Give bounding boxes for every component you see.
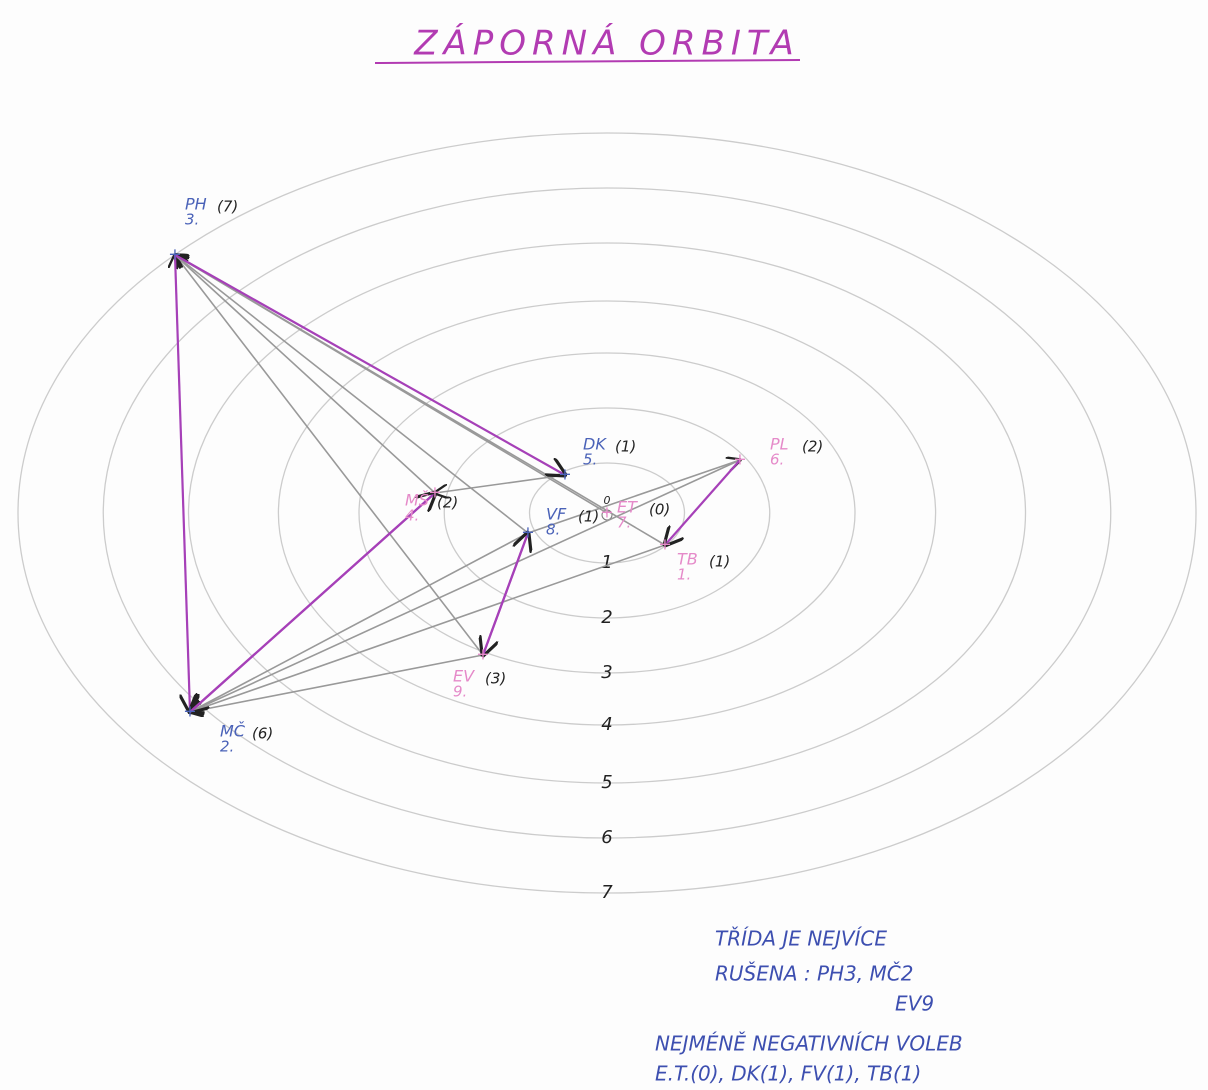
- node-count: (1): [578, 508, 599, 526]
- choice-edge: [483, 533, 528, 655]
- node-number: 2.: [220, 738, 234, 756]
- node-cross: +: [521, 523, 534, 542]
- node-count: (0): [649, 501, 670, 519]
- node-count: (7): [217, 198, 238, 216]
- orbit-label: 2: [601, 607, 612, 628]
- note-line: TŘÍDA JE NEJVÍCE: [715, 927, 887, 951]
- node-number: 5.: [583, 451, 597, 469]
- node-cross: +: [476, 645, 489, 664]
- node-cross: +: [558, 465, 571, 484]
- node-cross: +: [600, 503, 613, 522]
- note-line: E.T.(0), DK(1), FV(1), TB(1): [655, 1062, 921, 1086]
- orbit-label: 4: [601, 714, 612, 735]
- node-number: 3.: [185, 211, 199, 229]
- node-cross: +: [183, 702, 196, 721]
- node-number: 7.: [617, 514, 631, 532]
- page: {"title": "ZÁPORNÁ ORBITA", "rings": ["0…: [0, 0, 1208, 1090]
- edge: [435, 475, 565, 493]
- node-number: 4.: [405, 507, 419, 525]
- title: ZÁPORNÁ ORBITA: [413, 23, 800, 64]
- note-line: EV9: [895, 992, 934, 1016]
- node-count: (2): [437, 494, 458, 512]
- choice-edge: [175, 255, 565, 475]
- orbit-label: 6: [601, 827, 612, 848]
- node-count: (3): [485, 670, 506, 688]
- orbit-label: 7: [601, 882, 613, 903]
- node-count: (1): [615, 438, 636, 456]
- edge: [190, 655, 483, 712]
- edge: [175, 255, 528, 533]
- node-cross: +: [168, 245, 181, 264]
- orbit-label: 3: [601, 662, 612, 683]
- edge: [175, 255, 435, 493]
- note-line: NEJMÉNĚ NEGATIVNÍCH VOLEB: [655, 1032, 963, 1056]
- note-line: RUŠENA : PH3, MČ2: [715, 962, 913, 986]
- orbit-label: 1: [601, 552, 612, 573]
- node-cross: +: [733, 450, 746, 469]
- note: TŘÍDA JE NEJVÍCE RUŠENA : PH3, MČ2 EV9 NEJM…: [655, 927, 963, 1086]
- node-count: (6): [252, 725, 273, 743]
- choice-edge: [175, 255, 190, 712]
- sociogram: ZÁPORNÁ ORBITA 01234567 +PH3.(7)+MČ2.(6)…: [0, 0, 1208, 1090]
- edge: [190, 545, 665, 712]
- orbit-label: 5: [601, 772, 612, 793]
- node-number: 8.: [546, 521, 560, 539]
- node-count: (1): [709, 553, 730, 571]
- node-number: 1.: [677, 566, 691, 584]
- node-number: 6.: [770, 451, 784, 469]
- edge: [175, 255, 483, 655]
- node-count: (2): [802, 438, 823, 456]
- node-number: 9.: [453, 683, 467, 701]
- node-cross: +: [658, 535, 671, 554]
